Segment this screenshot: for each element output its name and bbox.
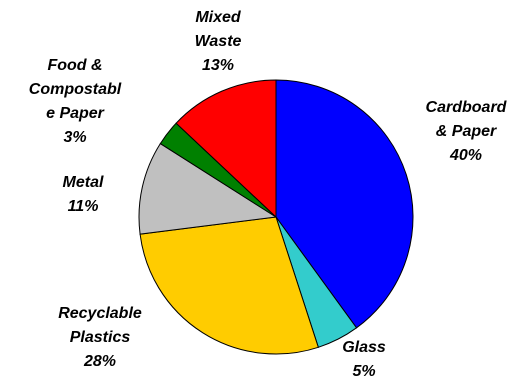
slice-percent: 40%: [449, 147, 482, 164]
slice-label-line: Cardboard: [426, 99, 508, 116]
slice-label-metal: Metal 11%: [63, 174, 104, 215]
pie-slice-cardboard-paper: [275, 79, 414, 329]
pie-slice-metal: [138, 142, 278, 235]
slice-label-line: Food &: [47, 57, 102, 74]
slice-label-cardboard-paper: Cardboard & Paper 40%: [426, 99, 508, 164]
slice-label-food-compostabl-e-paper: Food & Compostabl e Paper 3%: [29, 57, 122, 146]
slice-label-line: Recyclable: [58, 305, 142, 322]
slice-label-line: Mixed: [195, 9, 242, 26]
slice-label-line: Metal: [63, 174, 104, 191]
slice-label-line: e Paper: [46, 105, 105, 122]
slice-label-recyclable-plastics: Recyclable Plastics 28%: [58, 305, 142, 370]
pie-slice-recyclable-plastics: [139, 216, 319, 355]
slice-label-line: Compostabl: [29, 81, 122, 98]
slice-percent: 13%: [202, 57, 234, 74]
slice-label-glass: Glass 5%: [342, 339, 386, 380]
slice-label-line: Waste: [195, 33, 242, 50]
slice-label-line: Glass: [342, 339, 386, 356]
slice-percent: 11%: [68, 198, 99, 215]
slice-label-mixed-waste: Mixed Waste 13%: [195, 9, 242, 74]
slice-percent: 5%: [352, 363, 375, 380]
slice-percent: 3%: [63, 129, 86, 146]
slice-label-line: & Paper: [436, 123, 497, 140]
pie-slice-mixed-waste: [175, 79, 277, 219]
slice-percent: 28%: [83, 353, 116, 370]
slice-label-line: Plastics: [70, 329, 131, 346]
